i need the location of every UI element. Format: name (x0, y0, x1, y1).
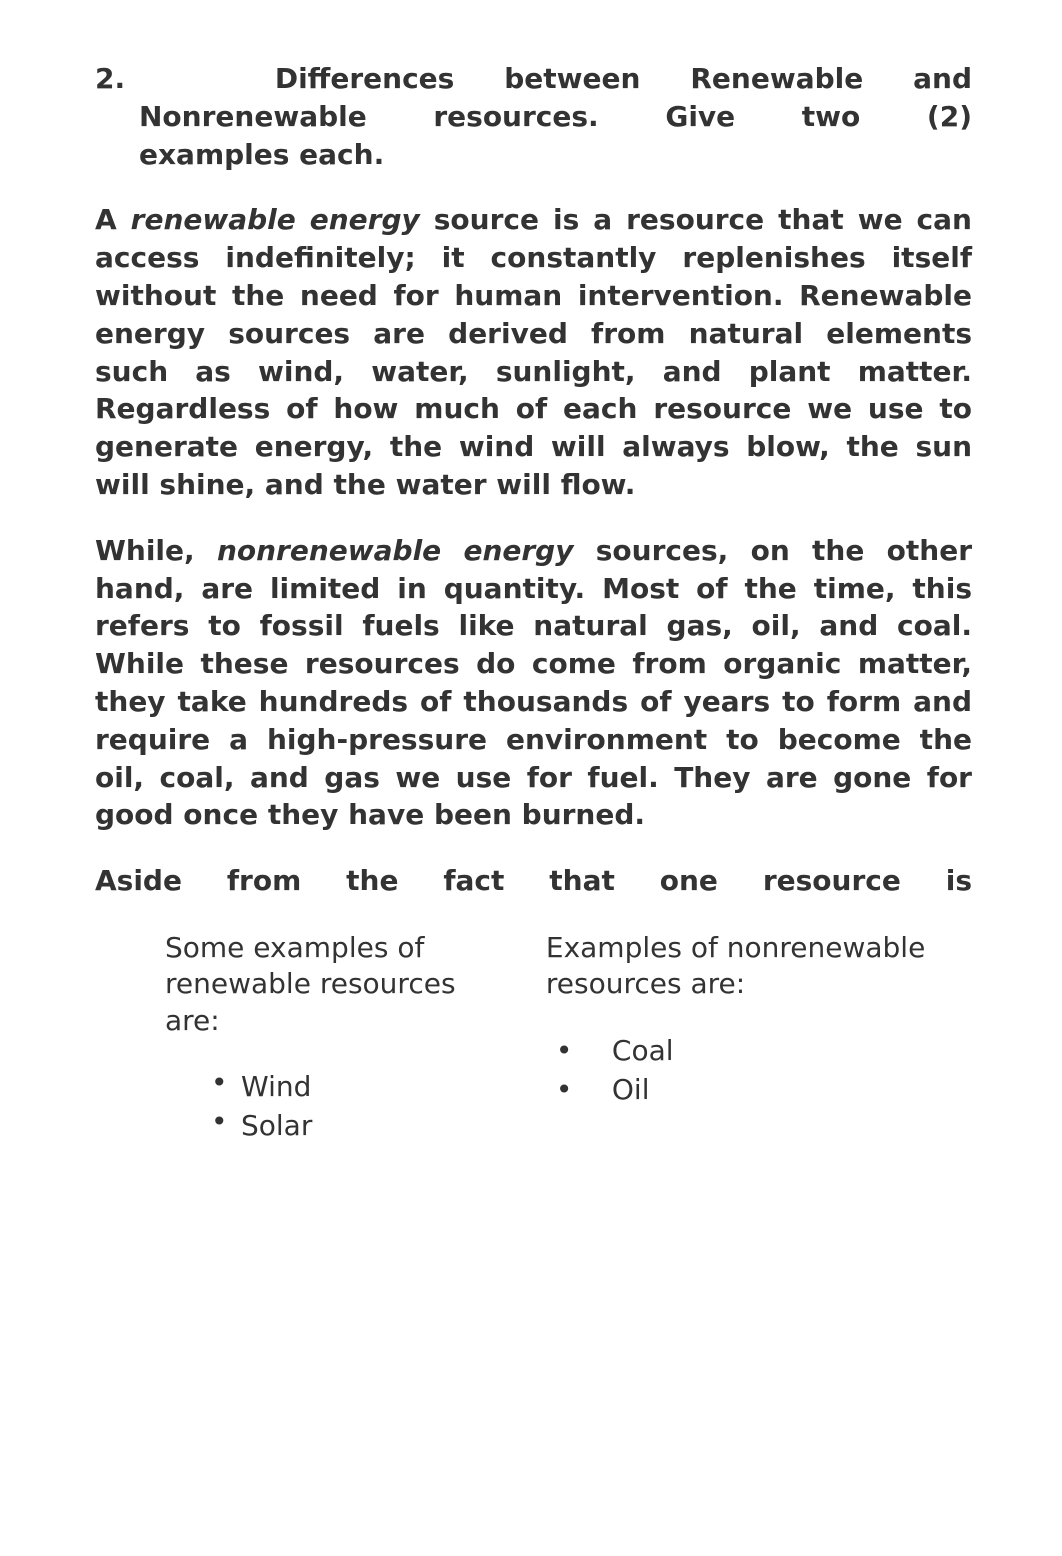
examples-nonrenewable-list: Coal Oil (546, 1031, 972, 1109)
term-nonrenewable: nonrenewable energy (217, 534, 574, 567)
list-item: Oil (556, 1070, 972, 1109)
question-line3: examples each. (95, 136, 972, 174)
paragraph-renewable: A renewable energy source is a resource … (95, 201, 972, 503)
question-line2: Nonrenewable resources. Give two (2) (95, 98, 972, 136)
para1-rest: source is a resource that we can access … (95, 203, 972, 501)
question-line1: Differences between Renewable and (275, 62, 972, 95)
para1-prefix: A (95, 203, 131, 236)
examples-renewable-list: Wind Solar (165, 1067, 506, 1145)
question-number: 2. (95, 62, 125, 95)
para2-rest: sources, on the other hand, are limited … (95, 534, 972, 832)
question-heading: 2. Differences between Renewable and Non… (95, 60, 972, 173)
paragraph-aside: Aside from the fact that one resource is (95, 862, 972, 900)
examples-nonrenewable-intro: Examples of nonrenewable resources are: (546, 930, 972, 1003)
list-item: Wind (211, 1067, 506, 1106)
examples-renewable-intro: Some examples of renewable resources are… (165, 930, 506, 1039)
list-item: Solar (211, 1106, 506, 1145)
examples-renewable-col: Some examples of renewable resources are… (165, 930, 506, 1146)
examples-nonrenewable-col: Examples of nonrenewable resources are: … (546, 930, 972, 1146)
para2-prefix: While, (95, 534, 217, 567)
term-renewable: renewable energy (131, 203, 420, 236)
paragraph-nonrenewable: While, nonrenewable energy sources, on t… (95, 532, 972, 834)
examples-row: Some examples of renewable resources are… (95, 930, 972, 1146)
list-item: Coal (556, 1031, 972, 1070)
